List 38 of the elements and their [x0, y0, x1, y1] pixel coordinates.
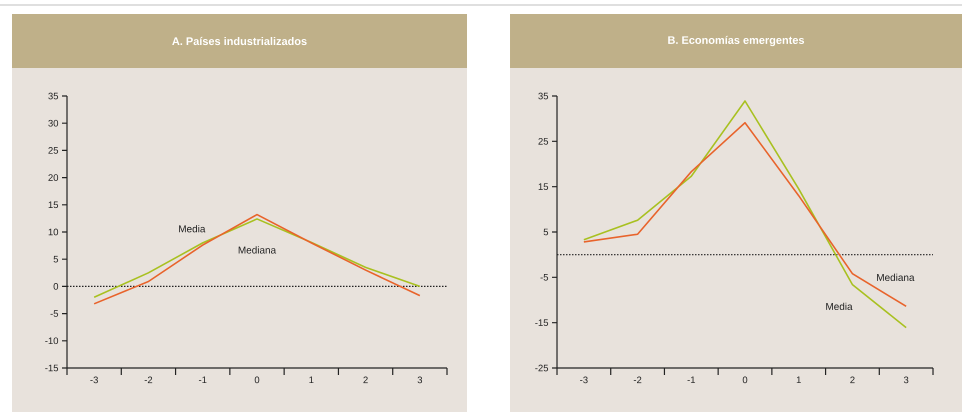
x-tick-label: -1 — [688, 376, 696, 384]
x-tick-label: 1 — [796, 376, 801, 384]
x-tick-label: 2 — [850, 376, 855, 384]
x-tick-label: 3 — [904, 376, 908, 384]
chart-title: B. Economías emergentes — [668, 36, 804, 46]
y-tick-label: 20 — [48, 174, 58, 181]
y-tick-label: 25 — [48, 147, 58, 154]
y-tick-label: 5 — [54, 256, 58, 262]
x-tick-label: -2 — [144, 376, 152, 384]
x-tick-label: -3 — [90, 376, 98, 384]
x-tick-label: 2 — [363, 376, 368, 384]
x-tick-label: 0 — [254, 376, 260, 384]
y-tick-label: 30 — [48, 120, 58, 127]
y-tick-label: 35 — [48, 92, 58, 100]
y-tick-label: 15 — [538, 183, 548, 190]
series-label: Media — [179, 225, 206, 232]
y-tick-label: -25 — [535, 364, 548, 372]
y-tick-label: -5 — [540, 274, 548, 281]
series-label: Mediana — [238, 246, 276, 254]
y-tick-label: -5 — [50, 310, 58, 317]
y-tick-label: -15 — [45, 364, 58, 372]
y-tick-label: 25 — [538, 138, 548, 145]
x-tick-label: 0 — [742, 376, 748, 384]
x-tick-label: -3 — [580, 376, 588, 384]
x-tick-label: 3 — [418, 376, 422, 384]
x-tick-label: -1 — [198, 376, 206, 384]
y-tick-label: -10 — [45, 337, 58, 344]
x-tick-label: 1 — [309, 376, 314, 384]
series-label: Mediana — [877, 274, 915, 281]
y-tick-label: 5 — [544, 228, 548, 236]
y-tick-label: 10 — [48, 228, 58, 236]
x-tick-label: -2 — [634, 376, 642, 384]
y-tick-label: 35 — [538, 92, 548, 100]
y-tick-label: 0 — [54, 283, 58, 290]
chart-title: A. Países industrializados — [172, 36, 307, 46]
series-label: Media — [826, 302, 853, 310]
y-tick-label: 15 — [48, 201, 58, 208]
y-tick-label: -15 — [535, 319, 548, 326]
